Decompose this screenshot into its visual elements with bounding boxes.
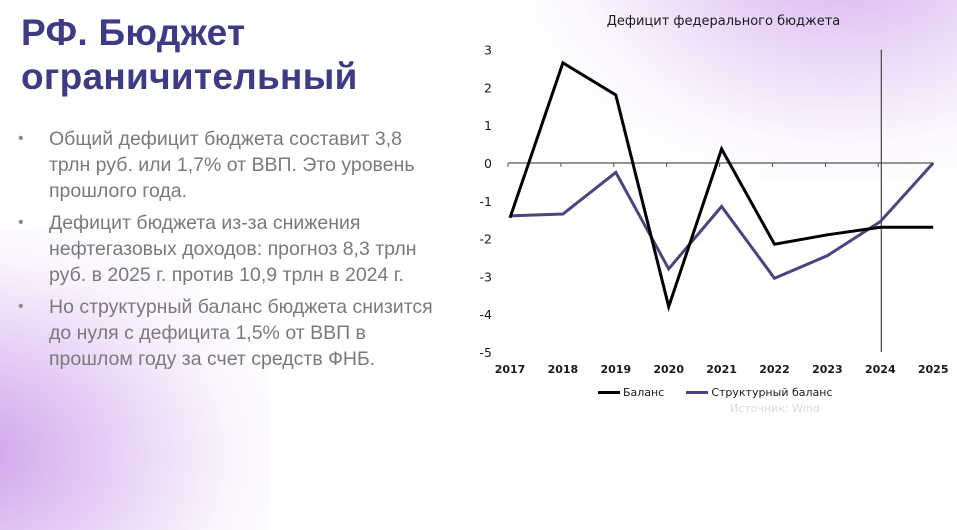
source-watermark: Источник: Wind [730, 402, 820, 415]
series-line [508, 60, 934, 312]
slide-title-line2: ограничительный [21, 56, 358, 97]
bullet-text: Но структурный баланс бюджета снизится д… [49, 296, 433, 370]
y-tick-label: -3 [480, 269, 492, 284]
bullet-item: • Общий дефицит бюджета составит 3,8 трл… [18, 126, 438, 204]
y-tick-label: 1 [484, 118, 492, 133]
legend-line-icon [598, 391, 620, 394]
y-tick-label: -1 [480, 194, 492, 209]
chart-container: Дефицит федерального бюджета [460, 0, 957, 410]
legend-label: Баланс [623, 386, 665, 399]
y-axis-labels: 3 2 1 0 -1 -2 -3 -4 -5 [480, 43, 493, 360]
x-tick-label: 2019 [600, 363, 631, 376]
bullet-dot-icon: • [18, 130, 24, 147]
chart-legend: Баланс Структурный баланс [598, 386, 833, 399]
chart-series [508, 60, 935, 312]
bullet-text: Общий дефицит бюджета составит 3,8 трлн … [49, 128, 415, 202]
x-tick-label: 2022 [759, 363, 790, 376]
y-tick-label: 2 [484, 80, 492, 95]
legend-item-structural-balance: Структурный баланс [686, 386, 833, 399]
x-tick-label: 2018 [548, 363, 579, 376]
bullet-dot-icon: • [18, 298, 24, 315]
x-axis-labels: 2017 2018 2019 2020 2021 2022 2023 2024 2025 [495, 363, 949, 376]
bullet-item: • Но структурный баланс бюджета снизится… [18, 294, 438, 372]
x-tick-label: 2025 [918, 363, 949, 376]
x-tick-label: 2020 [653, 363, 684, 376]
bullet-item: • Дефицит бюджета из-за снижения нефтега… [18, 210, 438, 288]
chart-axes [507, 49, 934, 352]
legend-line-icon [686, 391, 709, 394]
x-tick-label: 2021 [706, 363, 737, 376]
legend-label: Структурный баланс [711, 386, 833, 399]
slide-title: РФ. Бюджет ограничительный [21, 11, 358, 99]
y-tick-label: 3 [484, 43, 492, 58]
y-tick-label: 0 [484, 156, 492, 171]
y-tick-label: -2 [480, 232, 492, 247]
legend-item-balance: Баланс [598, 386, 664, 399]
bullet-list: • Общий дефицит бюджета составит 3,8 трл… [18, 126, 438, 378]
x-tick-label: 2017 [495, 363, 526, 376]
chart-title: Дефицит федерального бюджета [606, 14, 841, 29]
x-tick-label: 2023 [812, 363, 843, 376]
y-tick-label: -5 [480, 345, 492, 360]
x-tick-label: 2024 [865, 363, 896, 376]
slide-title-line1: РФ. Бюджет [21, 12, 246, 53]
bullet-dot-icon: • [18, 214, 24, 231]
bullet-text: Дефицит бюджета из-за снижения нефтегазо… [49, 212, 417, 286]
series-line [509, 161, 935, 281]
y-tick-label: -4 [480, 307, 493, 322]
